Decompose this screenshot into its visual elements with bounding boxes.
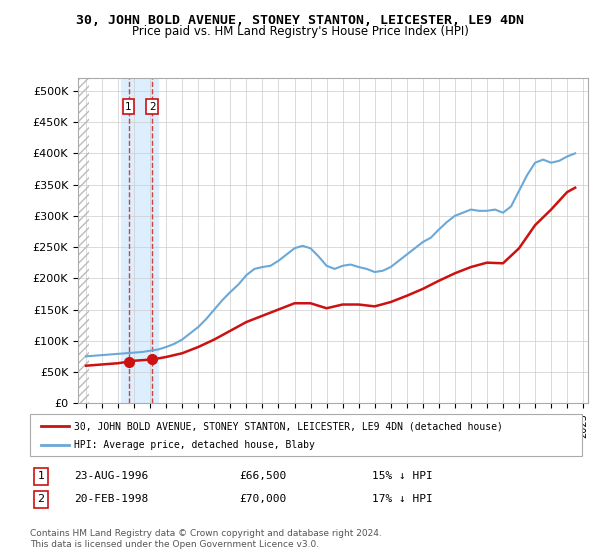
FancyBboxPatch shape [30, 414, 582, 456]
Text: Price paid vs. HM Land Registry's House Price Index (HPI): Price paid vs. HM Land Registry's House … [131, 25, 469, 38]
Text: This data is licensed under the Open Government Licence v3.0.: This data is licensed under the Open Gov… [30, 540, 319, 549]
Text: 2: 2 [37, 494, 44, 505]
Text: £70,000: £70,000 [240, 494, 287, 505]
Text: 15% ↓ HPI: 15% ↓ HPI [372, 471, 433, 481]
Text: £66,500: £66,500 [240, 471, 287, 481]
Text: Contains HM Land Registry data © Crown copyright and database right 2024.: Contains HM Land Registry data © Crown c… [30, 529, 382, 538]
Text: 1: 1 [38, 471, 44, 481]
Text: 23-AUG-1996: 23-AUG-1996 [74, 471, 148, 481]
Text: HPI: Average price, detached house, Blaby: HPI: Average price, detached house, Blab… [74, 440, 315, 450]
Text: 30, JOHN BOLD AVENUE, STONEY STANTON, LEICESTER, LE9 4DN: 30, JOHN BOLD AVENUE, STONEY STANTON, LE… [76, 14, 524, 27]
Text: 1: 1 [125, 101, 132, 111]
Bar [78, 78, 89, 403]
Bar [121, 78, 158, 403]
Text: 20-FEB-1998: 20-FEB-1998 [74, 494, 148, 505]
Text: 2: 2 [149, 101, 155, 111]
Text: 17% ↓ HPI: 17% ↓ HPI [372, 494, 433, 505]
Bar [78, 78, 89, 403]
Text: 30, JOHN BOLD AVENUE, STONEY STANTON, LEICESTER, LE9 4DN (detached house): 30, JOHN BOLD AVENUE, STONEY STANTON, LE… [74, 421, 503, 431]
